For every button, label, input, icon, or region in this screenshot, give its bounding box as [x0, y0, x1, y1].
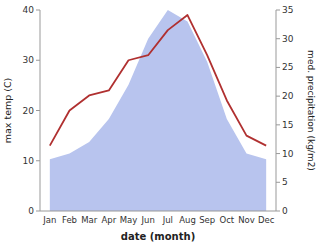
x-tick-label: Nov [238, 215, 255, 225]
y2-tick-label: 35 [282, 5, 293, 15]
y2-tick-label: 0 [282, 206, 288, 216]
y-tick-label: 20 [23, 106, 35, 116]
x-tick-label: Jul [162, 215, 173, 225]
x-tick-label: May [120, 215, 138, 225]
y-tick-label: 0 [28, 206, 34, 216]
line [50, 15, 266, 146]
y2-tick-label: 25 [282, 62, 293, 72]
y-tick [36, 10, 40, 11]
y-tick-label: 10 [23, 156, 35, 166]
y-tick-label: 30 [23, 55, 35, 65]
y2-tick [276, 96, 280, 97]
y-tick [36, 160, 40, 161]
x-tick-label: Dec [258, 215, 275, 225]
y2-tick [276, 182, 280, 183]
y2-axis-line [276, 10, 277, 211]
y-axis-label: max temp (C) [2, 78, 13, 144]
x-tick-label: Jan [42, 215, 56, 225]
x-tick-label: Feb [62, 215, 77, 225]
x-tick-label: Apr [101, 215, 116, 225]
area [50, 10, 266, 211]
x-axis-line [40, 211, 276, 212]
y2-tick-label: 20 [282, 91, 294, 101]
y2-tick [276, 38, 280, 39]
plot-area [50, 10, 266, 211]
x-tick-label: Mar [81, 215, 98, 225]
x-tick-label: Oct [219, 215, 234, 225]
x-tick-label: Sep [199, 215, 215, 225]
chart: 01020304005101520253035JanFebMarAprMayJu… [0, 0, 318, 247]
y2-tick-label: 5 [282, 177, 288, 187]
x-tick-label: Jun [141, 215, 155, 225]
y-tick [36, 211, 40, 212]
x-axis-label: date (month) [121, 231, 195, 242]
y2-tick [276, 211, 280, 212]
y-tick [36, 110, 40, 111]
y2-tick-label: 30 [282, 34, 294, 44]
y-tick-label: 40 [23, 5, 35, 15]
y2-tick [276, 67, 280, 68]
x-tick-label: Aug [179, 215, 196, 225]
y2-tick [276, 10, 280, 11]
y2-tick-label: 10 [282, 149, 294, 159]
y2-tick-label: 15 [282, 120, 293, 130]
y2-tick [276, 124, 280, 125]
y2-tick [276, 153, 280, 154]
y2-axis-label: med. precipitation (kg/m2) [306, 50, 316, 171]
y-tick [36, 60, 40, 61]
